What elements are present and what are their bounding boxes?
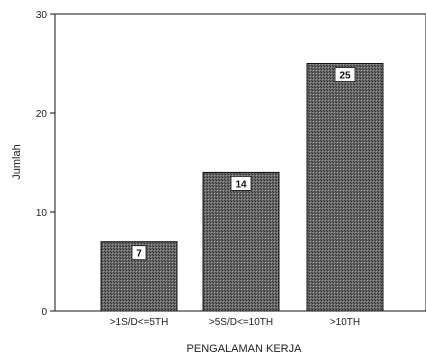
x-category-label: >10TH — [330, 317, 360, 328]
data-label: 14 — [235, 179, 247, 190]
x-category-label: >5S/D<=10TH — [209, 317, 273, 328]
x-category-label: >1S/D<=5TH — [110, 317, 169, 328]
x-axis-categories: >1S/D<=5TH >5S/D<=10TH >10TH — [110, 317, 360, 328]
data-label-box — [334, 67, 356, 82]
bar — [306, 63, 384, 312]
bar — [202, 171, 280, 312]
x-axis-title: PENGALAMAN KERJA — [187, 343, 303, 355]
y-tick-label: 20 — [36, 109, 48, 120]
y-tick-label: 10 — [36, 208, 48, 219]
y-axis-ticks: 0 10 20 30 — [36, 10, 55, 318]
y-tick-label: 0 — [41, 307, 47, 318]
bars-group: 7 14 25 — [100, 63, 384, 312]
data-label: 25 — [339, 71, 351, 82]
data-label: 7 — [136, 249, 142, 260]
data-label-box — [230, 175, 252, 191]
y-axis-title: Jumlah — [11, 144, 23, 179]
data-label-box — [131, 245, 147, 261]
y-tick-label: 30 — [36, 10, 48, 21]
